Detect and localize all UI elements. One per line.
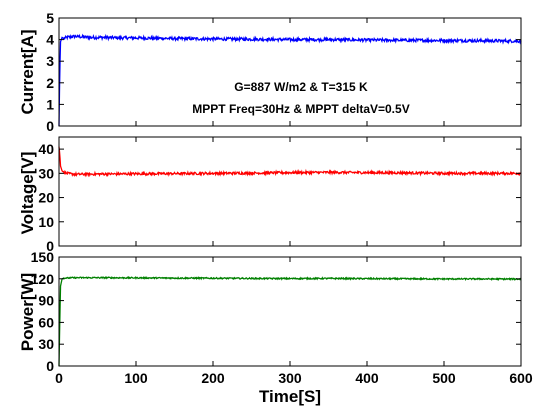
conditions-annotation: G=887 W/m2 & T=315 K bbox=[234, 80, 368, 94]
current-y-tick-label: 3 bbox=[46, 53, 54, 69]
current-y-tick-label: 2 bbox=[46, 75, 54, 91]
current-y-tick-label: 5 bbox=[46, 10, 54, 26]
current-y-axis-label: Current[A] bbox=[18, 30, 37, 115]
current-y-tick-label: 0 bbox=[46, 118, 54, 134]
power-y-ticks: 0 30 60 90 120 150 bbox=[31, 249, 521, 374]
power-y-tick-label: 0 bbox=[46, 358, 54, 374]
voltage-y-tick-label: 20 bbox=[38, 190, 54, 206]
power-x-ticks: 0 100 200 300 400 500 600 bbox=[55, 257, 533, 386]
voltage-panel: 0 10 20 30 40 Voltage[V] bbox=[18, 136, 522, 254]
voltage-plot-frame bbox=[58, 136, 522, 247]
current-x-ticks bbox=[58, 18, 522, 126]
voltage-y-ticks: 0 10 20 30 40 bbox=[38, 141, 521, 254]
x-tick-label: 0 bbox=[55, 370, 63, 386]
power-plot-frame bbox=[58, 256, 522, 367]
power-series-line bbox=[58, 275, 522, 367]
current-panel: 0 1 2 3 4 5 Current[A] G=887 W/m2 & T=315 K M… bbox=[18, 10, 522, 134]
current-y-tick-label: 4 bbox=[46, 32, 54, 48]
voltage-x-ticks bbox=[58, 137, 522, 246]
x-tick-label: 300 bbox=[278, 370, 302, 386]
power-y-tick-label: 120 bbox=[31, 271, 55, 287]
current-series-line bbox=[58, 33, 522, 127]
x-tick-label: 500 bbox=[432, 370, 456, 386]
current-y-tick-label: 1 bbox=[46, 96, 54, 112]
x-axis-label: Time[S] bbox=[259, 387, 321, 406]
power-y-tick-label: 90 bbox=[38, 293, 54, 309]
x-tick-label: 100 bbox=[124, 370, 148, 386]
power-y-tick-label: 150 bbox=[31, 249, 55, 265]
mppt-annotation: MPPT Freq=30Hz & MPPT deltaV=0.5V bbox=[192, 102, 409, 116]
power-y-tick-label: 60 bbox=[38, 314, 54, 330]
power-panel: 0 30 60 90 120 150 0 100 200 300 400 500 600 Power[… bbox=[18, 249, 533, 386]
voltage-y-tick-label: 0 bbox=[46, 238, 54, 254]
voltage-y-axis-label: Voltage[V] bbox=[18, 152, 37, 235]
x-tick-label: 400 bbox=[355, 370, 379, 386]
x-tick-label: 200 bbox=[201, 370, 225, 386]
voltage-y-tick-label: 10 bbox=[38, 214, 54, 230]
current-y-ticks: 0 1 2 3 4 5 bbox=[46, 10, 521, 134]
power-y-tick-label: 30 bbox=[38, 336, 54, 352]
voltage-series-line bbox=[58, 146, 522, 178]
power-y-axis-label: Power[W] bbox=[18, 273, 37, 351]
voltage-y-tick-label: 40 bbox=[38, 141, 54, 157]
voltage-y-tick-label: 30 bbox=[38, 165, 54, 181]
x-tick-label: 600 bbox=[509, 370, 533, 386]
